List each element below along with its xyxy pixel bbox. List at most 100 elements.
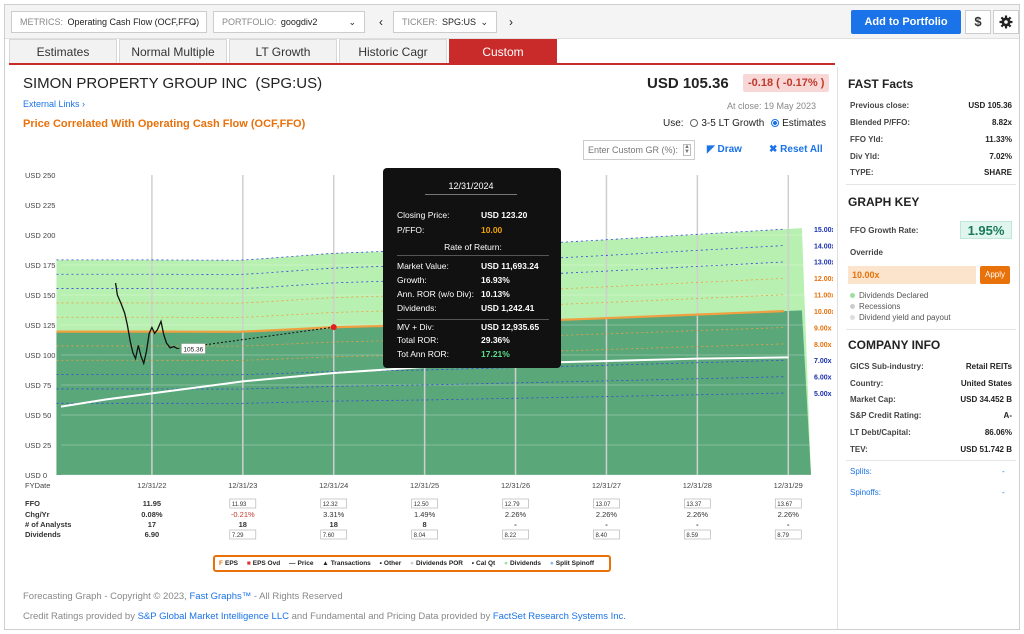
table-input-box [320,498,348,509]
next-ticker-button[interactable]: › [509,15,513,29]
radio-estimates[interactable] [771,119,780,127]
apply-button[interactable]: Apply [980,266,1010,284]
stepper-icon[interactable]: ▲ ▼ [683,144,691,156]
info-label: TEV: [850,445,868,454]
table-input-box [684,498,711,509]
legend-other-label: Other [383,560,402,567]
portfolio-select[interactable]: PORTFOLIO: googdiv2 ⌄ [213,11,365,33]
tooltip-label: Market Value: [397,261,449,271]
external-links[interactable]: External Links › [23,99,85,109]
reset-all-button[interactable]: ✖ Reset All [769,144,823,155]
fact-label: Previous close: [850,101,910,110]
tab-normal-multiple[interactable]: Normal Multiple [119,39,227,63]
x-axis-label: FYDate [25,481,50,490]
close-date: At close: 19 May 2023 [727,101,817,111]
tooltip-label: P/FFO: [397,225,425,235]
table-cell: 8.59 [686,533,698,539]
spinoffs-link[interactable]: Spinoffs: - [850,488,1005,497]
add-to-portfolio-button[interactable]: Add to Portfolio [851,10,961,34]
tab-historic-cagr[interactable]: Historic Cagr [339,39,447,63]
radio-lt-growth[interactable] [690,119,699,127]
legend-other[interactable]: • Other [380,560,402,567]
legend-transactions-label: Transactions [330,560,371,567]
x-tick-label: 12/31/25 [410,481,439,490]
circle-icon: ● [410,560,414,567]
gear-icon[interactable] [993,10,1019,34]
app-window: METRICS: Operating Cash Flow (OCF,FFO) ⌄… [4,4,1020,630]
draw-button[interactable]: ◤ Draw [707,144,742,155]
legend-price[interactable]: — Price [289,560,313,567]
override-input[interactable]: 10.00x [848,266,976,284]
info-value: USD 34.452 B [960,395,1012,404]
legend-eps-ovd[interactable]: ■ EPS Ovd [247,560,280,567]
custom-gr-input[interactable]: Enter Custom GR (%): ▲ ▼ [583,140,695,160]
legend-split-spinoff[interactable]: ● Split Spinoff [550,560,594,567]
reset-label: Reset All [780,144,823,155]
tab-estimates[interactable]: Estimates [9,39,117,63]
multiple-line [56,392,784,404]
tooltip-row: Closing Price: USD 123.20 [397,210,549,220]
sp-global-link[interactable]: S&P Global Market Intelligence LLC [137,611,289,622]
fast-facts-title: FAST Facts [848,77,914,91]
tooltip-row: Ann. ROR (w/o Div): 10.13% [397,289,549,299]
dollar-icon[interactable]: $ [965,10,991,34]
table-input-box [229,529,257,540]
fact-row: Previous close: USD 105.36 [850,101,1012,110]
legend-eps-label: EPS [224,560,238,567]
fact-value: 11.33% [985,135,1012,144]
key-label: Dividends Declared [859,291,929,300]
table-cell: - [514,520,517,529]
tab-lt-growth[interactable]: LT Growth [229,39,337,63]
table-cell: 3.31% [323,510,345,519]
prev-ticker-button[interactable]: ‹ [379,15,383,29]
info-row: TEV: USD 51.742 B [850,445,1012,454]
tab-custom[interactable]: Custom [449,39,557,63]
ffo-growth-row: FFO Growth Rate: [850,226,1012,235]
legend-transactions[interactable]: ▲ Transactions [322,560,371,567]
table-cell: 12.79 [505,502,521,508]
fast-graphs-link[interactable]: Fast Graphs™ [189,591,252,602]
table-cell: 7.60 [323,533,335,539]
portfolio-label: PORTFOLIO: [222,17,277,27]
close-icon: ✖ [769,144,778,155]
y-tick-label: USD 75 [25,381,51,390]
tooltip-row: P/FFO: 10.00 [397,225,549,235]
tooltip-value: 17.21% [481,349,510,359]
legend-eps[interactable]: F EPS [219,560,238,567]
legend-cal-qt[interactable]: • Cal Qt [472,560,495,567]
fact-label: FFO Yld: [850,135,884,144]
last-price-label: 105.36 [183,347,203,354]
key-dividends-declared: Dividends Declared [850,291,928,300]
y-tick-label: USD 150 [25,291,55,300]
multiple-label: 12.00x [814,276,833,283]
legend-cal-qt-label: Cal Qt [476,560,496,567]
top-toolbar: METRICS: Operating Cash Flow (OCF,FFO) ⌄… [5,5,1019,39]
right-sidebar: FAST Facts Previous close: USD 105.36 Ble… [837,67,1019,629]
legend-dividends-por[interactable]: ● Dividends POR [410,560,463,567]
table-row-label: Chg/Yr [25,510,50,519]
table-cell: 12.50 [414,502,430,508]
circle-icon: ● [504,560,508,567]
tooltip-section-heading: Rate of Return: [397,242,549,256]
footer-text: - All Rights Reserved [253,591,343,602]
fast-graph-chart[interactable]: USD 0 USD 25 USD 50 USD 75 USD 100 USD 125 USD… [23,167,833,547]
price-change-badge: -0.18 ( -0.17% ) [743,74,830,92]
divider [846,460,1016,461]
info-row: Country: United States [850,379,1012,388]
info-row: GICS Sub-industry: Retail REITs [850,362,1012,371]
table-cell: -0.21% [231,510,255,519]
factset-link[interactable]: FactSet Research Systems Inc. [492,611,626,622]
ticker-select[interactable]: TICKER: SPG:US ⌄ [393,11,497,33]
table-cell: 13.67 [777,502,793,508]
y-tick-label: USD 0 [25,471,47,480]
tooltip-label: Ann. ROR (w/o Div): [397,289,474,299]
metrics-select[interactable]: METRICS: Operating Cash Flow (OCF,FFO) ⌄ [11,11,207,33]
ffo-growth-value: 1.95% [960,221,1012,239]
table-input-box [774,529,802,540]
multiple-line [56,277,784,304]
splits-link[interactable]: Splits: - [850,467,1005,476]
legend-dividends[interactable]: ● Dividends [504,560,541,567]
info-value: United States [960,379,1012,388]
table-row-label: # of Analysts [25,520,71,529]
fact-value: SHARE [983,168,1012,177]
